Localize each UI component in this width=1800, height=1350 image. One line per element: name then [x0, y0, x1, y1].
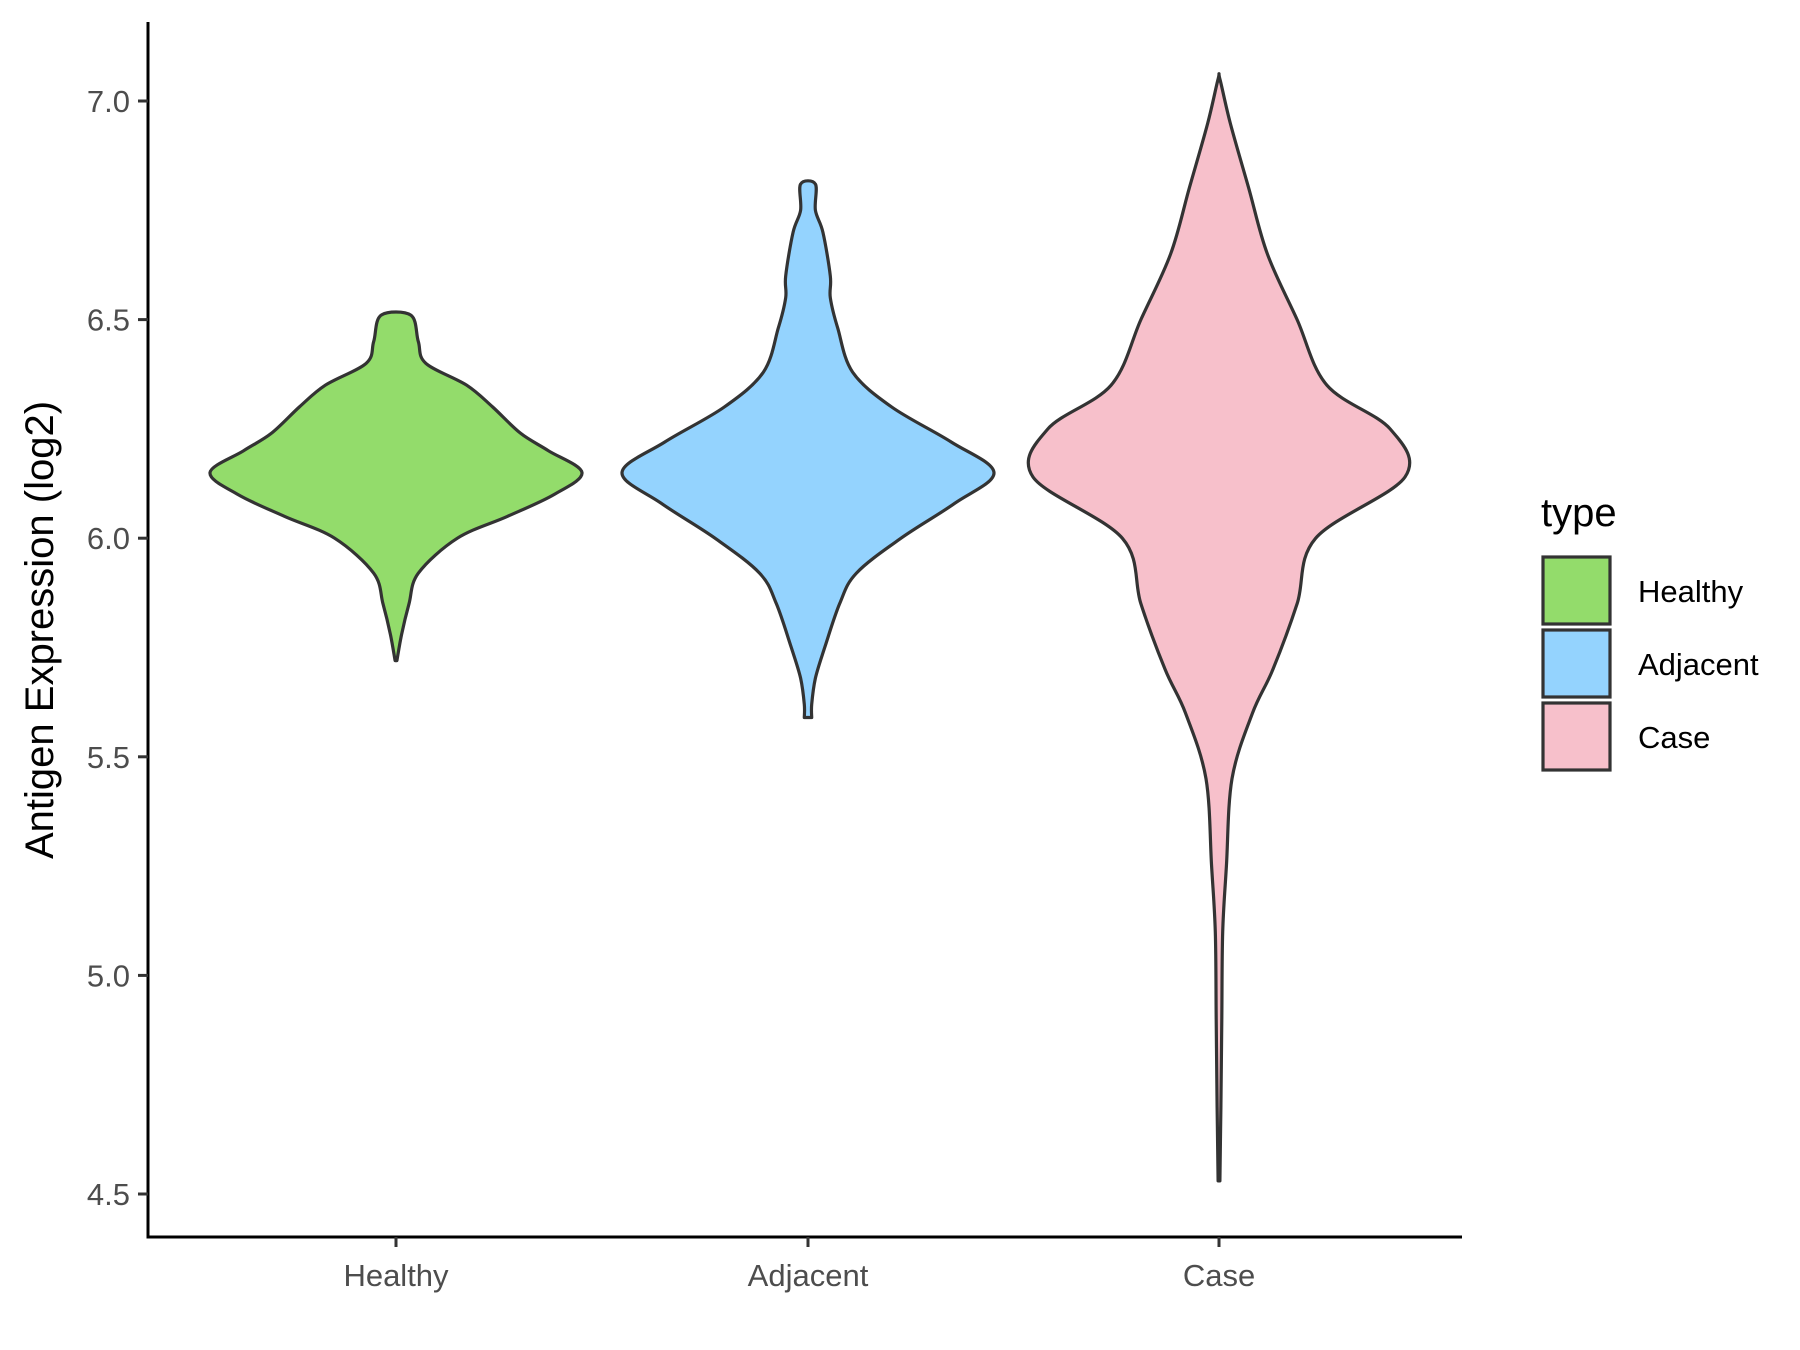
legend-label-healthy: Healthy — [1638, 574, 1744, 609]
y-tick-label: 5.0 — [87, 958, 130, 993]
y-tick-label: 6.5 — [87, 303, 130, 338]
x-tick-label: Case — [1183, 1258, 1255, 1293]
violin-healthy — [208, 310, 584, 663]
violins-layer — [208, 72, 1412, 1183]
x-tick-label: Healthy — [343, 1258, 449, 1293]
y-tick-label: 7.0 — [87, 84, 130, 119]
y-axis-title: Antigen Expression (log2) — [18, 401, 62, 859]
legend-label-adjacent: Adjacent — [1638, 647, 1759, 682]
y-tick-label: 4.5 — [87, 1177, 130, 1212]
legend-swatch-healthy — [1541, 555, 1612, 626]
legend-title: type — [1541, 491, 1617, 535]
legend-label-case: Case — [1638, 720, 1710, 755]
legend-swatch-case — [1541, 701, 1612, 772]
x-tick-label: Adjacent — [748, 1258, 869, 1293]
legend-swatch-adjacent — [1541, 628, 1612, 699]
violin-adjacent — [620, 179, 996, 720]
legend: type Healthy Adjacent Case — [1541, 491, 1759, 772]
y-tick-label: 5.5 — [87, 740, 130, 775]
axes-layer: 4.5 5.0 5.5 6.0 6.5 7.0 Healthy Adjacent Case — [87, 22, 1462, 1293]
violin-case — [1026, 72, 1412, 1183]
y-tick-label: 6.0 — [87, 521, 130, 556]
